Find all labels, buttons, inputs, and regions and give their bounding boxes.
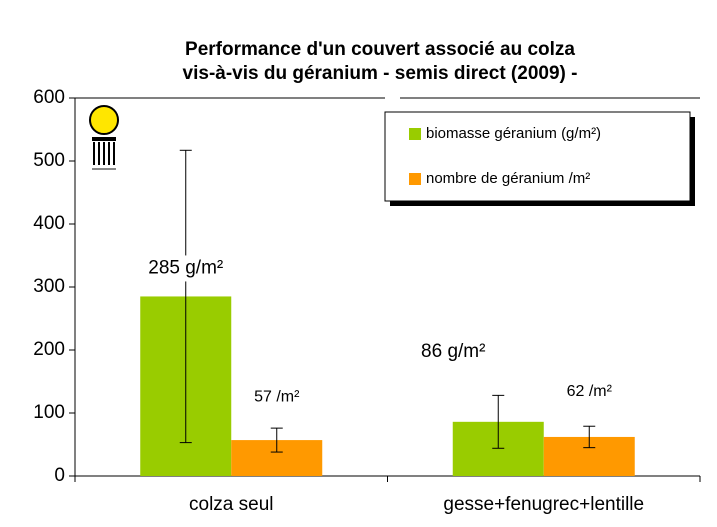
error-bar: [492, 394, 505, 449]
chart-title: Performance d'un couvert associé au colz…: [185, 39, 575, 60]
error-bar: [179, 149, 192, 444]
legend-label: biomasse géranium (g/m²): [426, 125, 601, 142]
label-bg: [557, 378, 622, 405]
y-tick-label: 600: [33, 87, 65, 108]
label-bg: [244, 384, 309, 411]
data-label: 57 /m²: [254, 388, 300, 405]
data-label: 285 g/m²: [148, 257, 223, 278]
y-tick-label: 100: [33, 402, 65, 423]
y-tick-label: 400: [33, 213, 65, 234]
legend-label: nombre de géranium /m²: [426, 170, 590, 187]
y-tick-label: 500: [33, 150, 65, 171]
label-bg: [140, 255, 231, 282]
data-label: 62 /m²: [567, 383, 613, 400]
chart-title: vis-à-vis du géranium - semis direct (20…: [183, 63, 578, 84]
data-label: 86 g/m²: [421, 341, 485, 362]
x-tick-label: gesse+fenugrec+lentille: [443, 494, 644, 515]
logo: [89, 105, 119, 170]
legend-box: [384, 111, 691, 202]
error-bar: [583, 425, 596, 449]
error-bar: [270, 427, 283, 453]
y-tick-label: 0: [54, 465, 65, 486]
label-bg: [408, 338, 499, 365]
legend-swatch: [409, 173, 421, 185]
x-tick-label: colza seul: [189, 494, 274, 515]
legend-swatch: [409, 128, 421, 140]
y-tick-label: 300: [33, 276, 65, 297]
y-tick-label: 200: [33, 339, 65, 360]
